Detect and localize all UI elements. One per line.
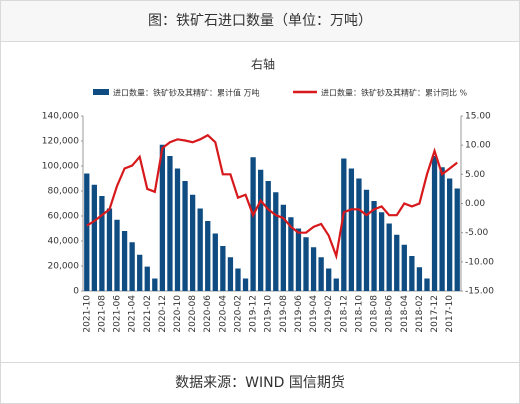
annotation: 右轴 [251, 57, 275, 72]
x-tick-label: 2021-02 [143, 295, 153, 333]
bar [310, 247, 317, 291]
y-tick-label: 20,000 [48, 262, 80, 272]
y-tick-label: 120,000 [42, 137, 79, 147]
bar [333, 278, 339, 291]
y2-tick-label: -5.00 [465, 228, 489, 238]
x-tick-label: 2019-08 [279, 295, 289, 333]
bar [114, 219, 120, 291]
bar [356, 178, 362, 291]
x-tick-label: 2020-06 [203, 295, 213, 333]
x-tick-label: 2018-08 [370, 295, 380, 333]
bar [318, 257, 324, 291]
y-tick-label: 140,000 [42, 112, 79, 122]
bar [197, 208, 203, 291]
line [86, 133, 458, 261]
bar [439, 167, 445, 291]
bar [152, 278, 158, 291]
bar [174, 168, 181, 291]
bar [121, 231, 128, 291]
x-tick-label: 2019-02 [324, 295, 334, 333]
x-tick-label: 2020-12 [158, 295, 168, 333]
bar [288, 217, 294, 291]
chart: 右轴 0 20,000 40,000 60,000 80,000 100,000 120,0… [42, 57, 495, 333]
y2-tick-label: 5.00 [465, 170, 485, 180]
bar [242, 278, 249, 291]
y-tick-label: 60,000 [48, 212, 80, 222]
x-tick-label: 2019-12 [249, 295, 259, 333]
x-tick-label: 2021-04 [128, 295, 138, 333]
y-tick-label: 0 [73, 287, 79, 297]
x-tick-label: 2020-02 [233, 295, 243, 333]
bar [182, 181, 188, 291]
legend-label: 进口数量：铁矿砂及其精矿：累计值 万吨 [113, 88, 260, 98]
bar [144, 266, 150, 291]
bar [378, 212, 385, 291]
y2-tick-label: 10.00 [465, 141, 491, 151]
x-tick-label: 2019-10 [264, 295, 274, 333]
bar [454, 188, 460, 291]
bar [235, 268, 241, 291]
bar [371, 201, 377, 291]
x-tick-label: 2020-08 [188, 295, 198, 333]
bar [159, 144, 166, 291]
y2-tick-label: 15.00 [465, 112, 491, 122]
bar [212, 233, 218, 291]
bar [409, 256, 415, 291]
bar [295, 228, 302, 291]
x-tick-label: 2017-12 [430, 295, 440, 333]
bar [227, 257, 234, 291]
x-tick-label: 2018-06 [385, 295, 395, 333]
y-tick-label: 40,000 [48, 237, 80, 247]
y-tick-label: 100,000 [42, 162, 79, 172]
bar [326, 268, 332, 291]
bar [91, 184, 97, 291]
bar [273, 192, 279, 291]
bar [424, 278, 430, 291]
x-tick-label: 2018-02 [415, 295, 425, 333]
bar [106, 208, 113, 291]
y2-tick-label: 0.00 [465, 199, 485, 209]
bar [167, 156, 173, 291]
x-tick-label: 2017-10 [445, 295, 455, 333]
bar [401, 244, 407, 291]
bar [447, 178, 453, 291]
y2-tick-label: -15.00 [465, 287, 494, 297]
x-tick-label: 2019-06 [294, 295, 304, 333]
legend-swatch [93, 89, 109, 95]
y2-tick-label: -10.00 [465, 257, 494, 267]
source: 数据来源：WIND 国信期货 [1, 362, 519, 403]
bar [258, 169, 264, 291]
bar [137, 254, 143, 291]
x-tick-label: 2018-04 [400, 295, 410, 333]
title: 图：铁矿石进口数量（单位：万吨） [1, 1, 519, 42]
bar [189, 194, 196, 291]
x-tick-label: 2021-08 [97, 295, 107, 333]
bar [431, 156, 438, 291]
bar [386, 223, 392, 291]
bar [220, 246, 226, 291]
bar [341, 158, 347, 291]
bar [280, 204, 286, 291]
bar [416, 267, 423, 291]
bar [250, 157, 256, 291]
bar [394, 234, 400, 291]
bar [265, 181, 271, 291]
y-tick-label: 80,000 [48, 187, 80, 197]
bar [84, 173, 90, 291]
bar [205, 221, 211, 291]
legend-label: 进口数量：铁矿砂及其精矿：累计同比 % [321, 88, 468, 98]
x-tick-label: 2018-10 [354, 295, 364, 333]
bar [303, 237, 309, 291]
x-tick-label: 2020-04 [218, 295, 228, 333]
x-tick-label: 2019-04 [309, 295, 319, 333]
bar [99, 196, 105, 291]
bar [129, 242, 135, 291]
x-tick-label: 2021-06 [113, 295, 123, 333]
bar [363, 189, 370, 291]
bar [348, 168, 355, 291]
x-tick-label: 2021-10 [82, 295, 92, 333]
x-tick-label: 2020-10 [173, 295, 183, 333]
x-tick-label: 2018-12 [339, 295, 349, 333]
